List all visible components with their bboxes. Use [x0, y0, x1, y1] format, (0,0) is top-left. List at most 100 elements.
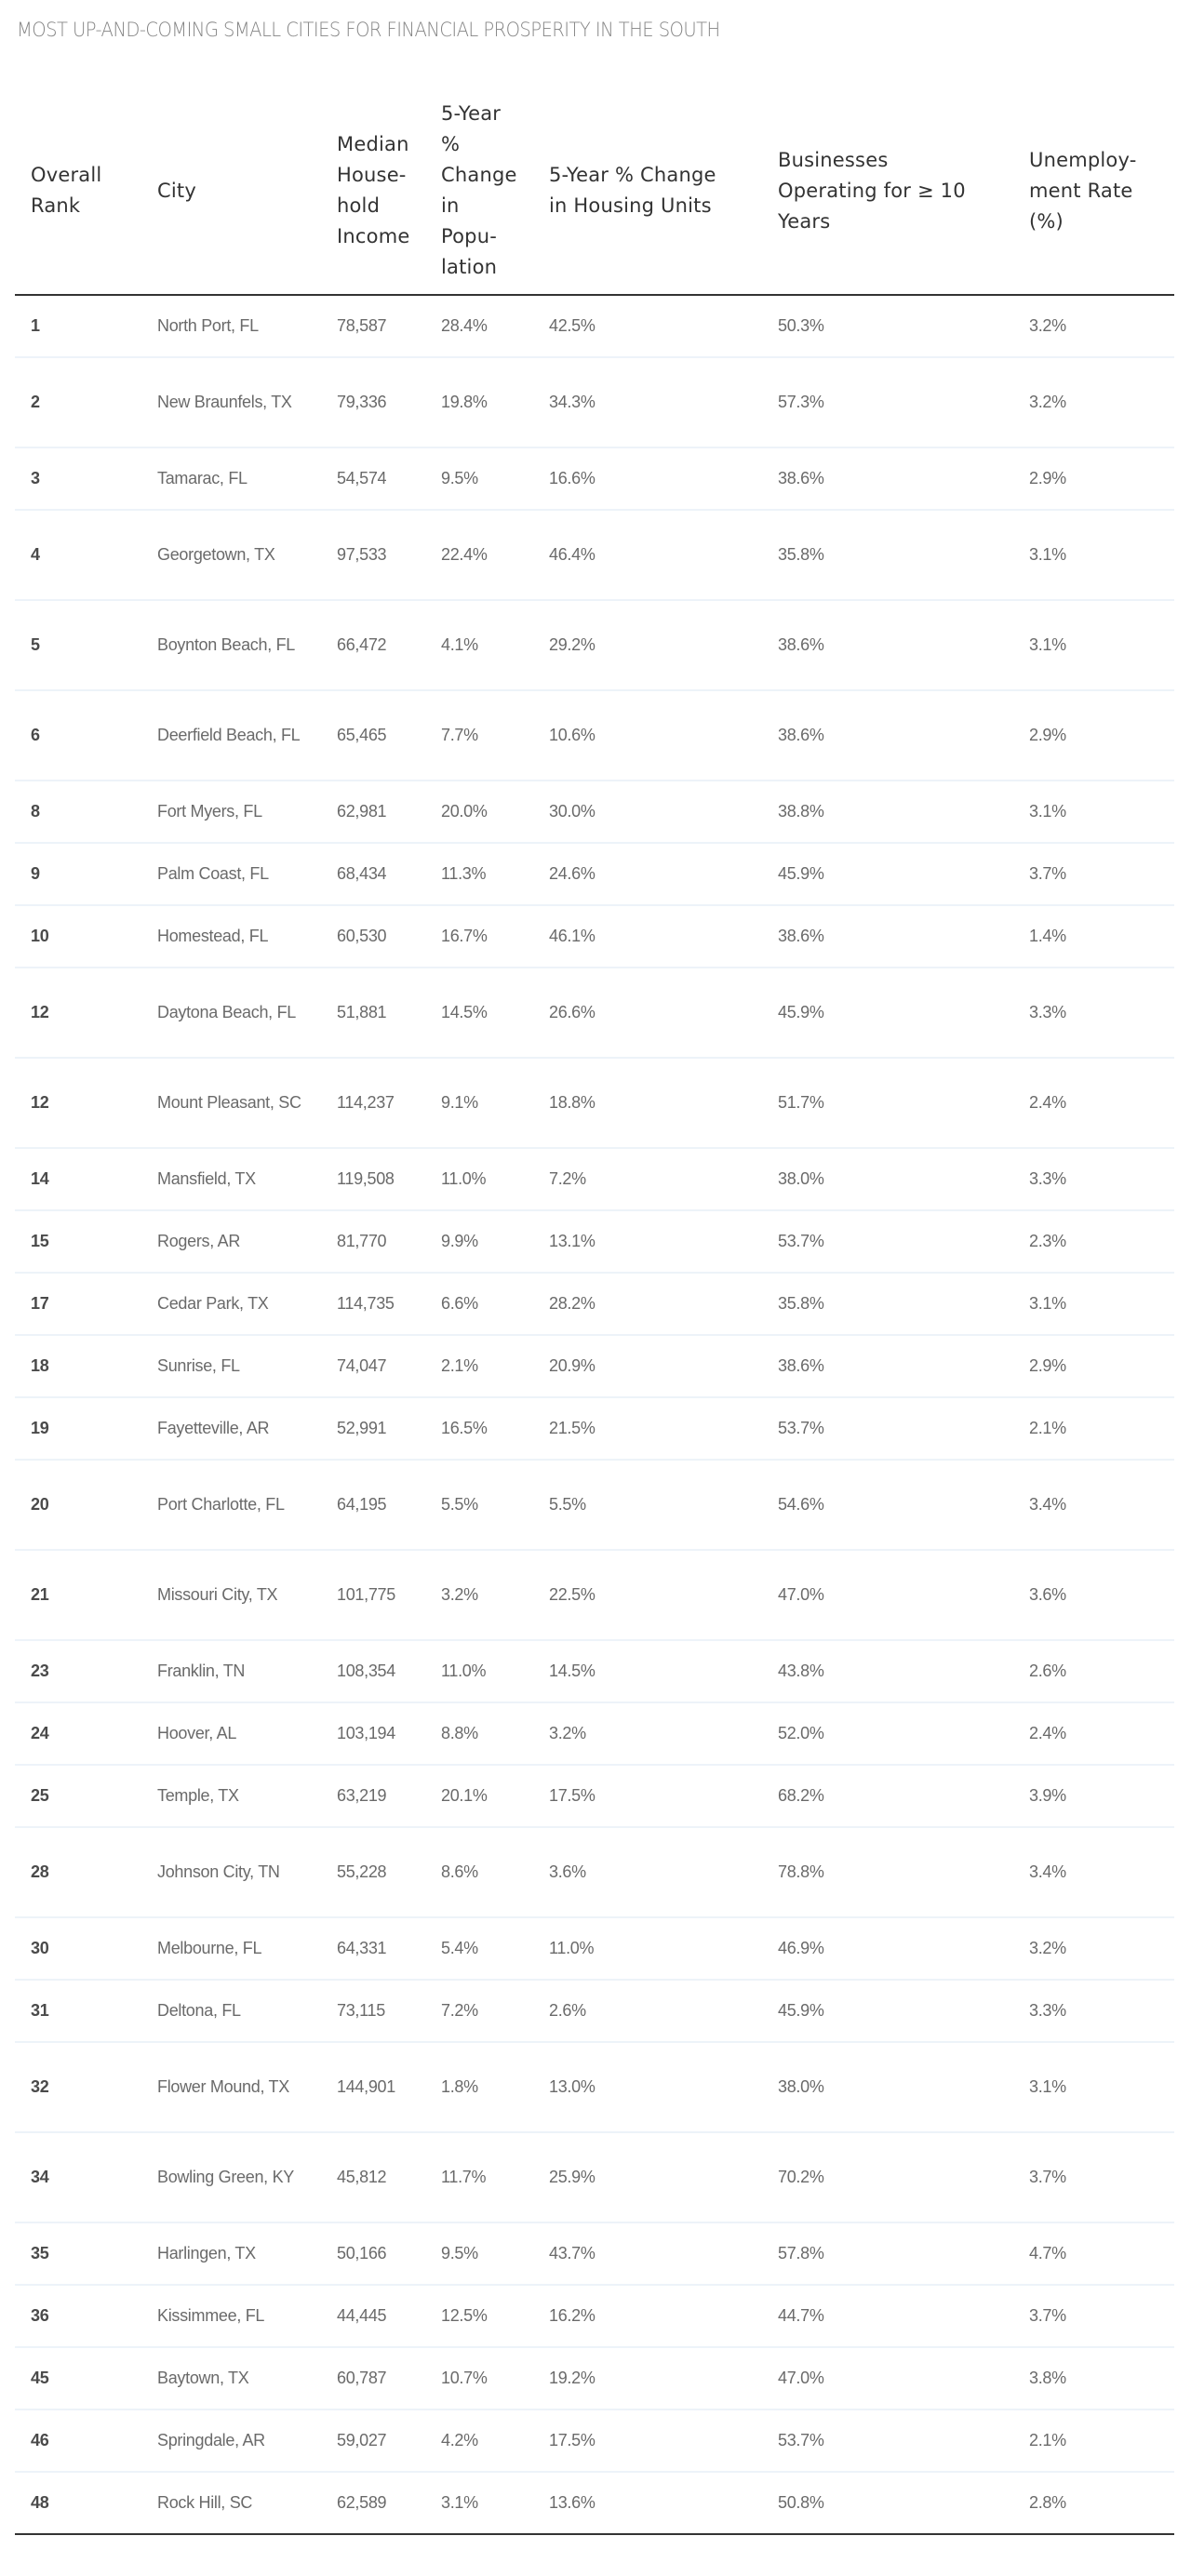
cell-pop-change: 22.4%	[425, 510, 533, 601]
table-row: 8 Fort Myers, FL 62,981 20.0% 30.0% 38.8% 3.1%	[15, 781, 1174, 844]
cell-income: 51,881	[321, 968, 425, 1059]
cell-income: 60,530	[321, 905, 425, 968]
cell-income: 73,115	[321, 1980, 425, 2043]
cell-pop-change: 3.2%	[425, 1550, 533, 1641]
cell-unemployment: 3.2%	[1013, 295, 1174, 358]
column-header-line: House-	[337, 164, 407, 186]
cell-pop-change: 8.6%	[425, 1827, 533, 1918]
cell-businesses: 54.6%	[762, 1460, 1013, 1551]
table-row: 12 Mount Pleasant, SC 114,237 9.1% 18.8% 51.7…	[15, 1058, 1174, 1149]
column-header-line: hold	[337, 194, 381, 217]
cell-pop-change: 5.4%	[425, 1917, 533, 1981]
cell-unemployment: 3.1%	[1013, 2042, 1174, 2133]
table-row: 4 Georgetown, TX 97,533 22.4% 46.4% 35.8% 3.1%	[15, 510, 1174, 601]
cell-pop-change: 11.0%	[425, 1148, 533, 1211]
column-header-line: (%)	[1029, 209, 1064, 233]
cell-businesses: 78.8%	[762, 1827, 1013, 1918]
cell-housing-change: 30.0%	[533, 781, 762, 844]
cell-income: 45,812	[321, 2132, 425, 2223]
cell-unemployment: 3.7%	[1013, 2285, 1174, 2348]
table-row: 48 Rock Hill, SC 62,589 3.1% 13.6% 50.8% 2.8%	[15, 2472, 1174, 2535]
cell-unemployment: 2.6%	[1013, 1640, 1174, 1703]
cell-income: 97,533	[321, 510, 425, 601]
cell-rank: 17	[15, 1273, 141, 1336]
column-header-pop-change: 5-Year% Change in Popu-lation	[425, 91, 533, 296]
cell-pop-change: 14.5%	[425, 968, 533, 1059]
table-row: 1 North Port, FL 78,587 28.4% 42.5% 50.3% 3.2%	[15, 295, 1174, 358]
cell-pop-change: 6.6%	[425, 1273, 533, 1336]
cell-housing-change: 21.5%	[533, 1397, 762, 1461]
table-body: 1 North Port, FL 78,587 28.4% 42.5% 50.3% 3.2%…	[15, 295, 1174, 2535]
cell-income: 60,787	[321, 2347, 425, 2410]
cell-unemployment: 3.1%	[1013, 600, 1174, 691]
cell-rank: 3	[15, 447, 141, 511]
column-header-line: Change	[441, 164, 517, 186]
cell-businesses: 51.7%	[762, 1058, 1013, 1149]
cell-income: 65,465	[321, 690, 425, 781]
cell-housing-change: 22.5%	[533, 1550, 762, 1641]
cell-businesses: 57.8%	[762, 2222, 1013, 2286]
city-ranking-table: Overall Rank City Median House-hold Income 5-Y…	[15, 91, 1174, 2535]
cell-businesses: 52.0%	[762, 1702, 1013, 1766]
table-row: 23 Franklin, TN 108,354 11.0% 14.5% 43.8% 2.6%	[15, 1640, 1174, 1703]
column-header-line: Years	[778, 209, 831, 233]
cell-city: Homestead, FL	[141, 905, 321, 968]
cell-housing-change: 7.2%	[533, 1148, 762, 1211]
cell-rank: 10	[15, 905, 141, 968]
cell-city: Harlingen, TX	[141, 2222, 321, 2286]
cell-housing-change: 10.6%	[533, 690, 762, 781]
cell-businesses: 38.6%	[762, 600, 1013, 691]
cell-pop-change: 5.5%	[425, 1460, 533, 1551]
table-row: 14 Mansfield, TX 119,508 11.0% 7.2% 38.0% 3.3%	[15, 1148, 1174, 1211]
cell-businesses: 53.7%	[762, 2409, 1013, 2473]
cell-unemployment: 4.7%	[1013, 2222, 1174, 2286]
cell-pop-change: 9.1%	[425, 1058, 533, 1149]
cell-housing-change: 26.6%	[533, 968, 762, 1059]
cell-businesses: 38.6%	[762, 690, 1013, 781]
cell-city: Sunrise, FL	[141, 1335, 321, 1398]
cell-rank: 36	[15, 2285, 141, 2348]
cell-city: Johnson City, TN	[141, 1827, 321, 1918]
cell-rank: 46	[15, 2409, 141, 2473]
table-row: 3 Tamarac, FL 54,574 9.5% 16.6% 38.6% 2.9%	[15, 447, 1174, 511]
column-header-housing-change: 5-Year % Change in Housing Units	[533, 91, 762, 296]
cell-housing-change: 28.2%	[533, 1273, 762, 1336]
cell-housing-change: 5.5%	[533, 1460, 762, 1551]
cell-income: 119,508	[321, 1148, 425, 1211]
cell-housing-change: 3.2%	[533, 1702, 762, 1766]
cell-income: 74,047	[321, 1335, 425, 1398]
cell-income: 62,589	[321, 2472, 425, 2535]
column-header-unemployment: Unemploy-ment Rate (%)	[1013, 91, 1174, 296]
cell-city: Missouri City, TX	[141, 1550, 321, 1641]
column-header-line: Operating for ≥ 10	[778, 179, 966, 202]
cell-housing-change: 13.1%	[533, 1210, 762, 1274]
cell-housing-change: 25.9%	[533, 2132, 762, 2223]
column-header-line: Rank	[31, 194, 81, 217]
cell-pop-change: 7.7%	[425, 690, 533, 781]
cell-housing-change: 17.5%	[533, 1765, 762, 1828]
cell-pop-change: 4.1%	[425, 600, 533, 691]
cell-city: New Braunfels, TX	[141, 357, 321, 448]
cell-pop-change: 20.0%	[425, 781, 533, 844]
cell-rank: 45	[15, 2347, 141, 2410]
cell-unemployment: 3.9%	[1013, 1765, 1174, 1828]
cell-city: Cedar Park, TX	[141, 1273, 321, 1336]
cell-unemployment: 2.1%	[1013, 2409, 1174, 2473]
cell-city: Tamarac, FL	[141, 447, 321, 511]
cell-unemployment: 2.9%	[1013, 690, 1174, 781]
cell-housing-change: 17.5%	[533, 2409, 762, 2473]
cell-city: Springdale, AR	[141, 2409, 321, 2473]
cell-rank: 32	[15, 2042, 141, 2133]
cell-city: Deltona, FL	[141, 1980, 321, 2043]
cell-pop-change: 20.1%	[425, 1765, 533, 1828]
cell-pop-change: 7.2%	[425, 1980, 533, 2043]
table-row: 31 Deltona, FL 73,115 7.2% 2.6% 45.9% 3.3%	[15, 1980, 1174, 2043]
table-row: 17 Cedar Park, TX 114,735 6.6% 28.2% 35.8% 3.1…	[15, 1273, 1174, 1336]
cell-rank: 14	[15, 1148, 141, 1211]
cell-pop-change: 11.3%	[425, 843, 533, 906]
cell-pop-change: 28.4%	[425, 295, 533, 358]
cell-businesses: 57.3%	[762, 357, 1013, 448]
cell-pop-change: 2.1%	[425, 1335, 533, 1398]
cell-pop-change: 9.5%	[425, 2222, 533, 2286]
cell-businesses: 38.6%	[762, 905, 1013, 968]
